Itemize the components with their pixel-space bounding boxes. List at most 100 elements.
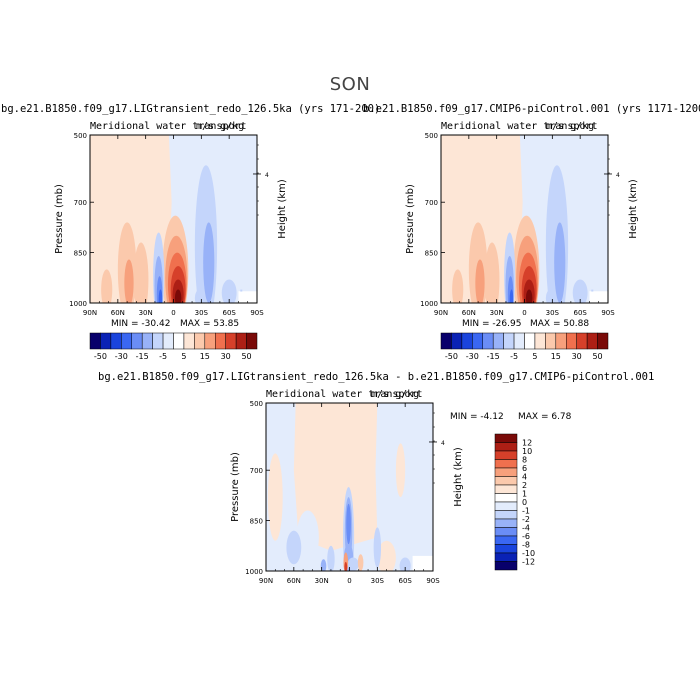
- panel-2-colorbar: -50 -30 -15 -5 5 15 30 50: [440, 332, 609, 361]
- panel-2-units: m/s g/kg: [546, 121, 595, 132]
- colorbar-swatch: [503, 332, 515, 350]
- right-axis-label: Height (km): [277, 179, 288, 239]
- y-tick-label: 700: [425, 199, 438, 207]
- panel-1-var-title: Meridional water transport: [90, 121, 247, 132]
- colorbar-swatch: [555, 332, 567, 350]
- colorbar-label: -50: [94, 352, 107, 361]
- colorbar-swatch: [566, 332, 577, 350]
- colorbar-swatch: [461, 332, 473, 350]
- y-axis-label: Pressure (mb): [405, 184, 416, 254]
- colorbar-swatch: [162, 332, 174, 350]
- x-tick-label: 30N: [139, 309, 153, 317]
- x-tick-label: 90N: [259, 577, 273, 585]
- y-tick-label: 700: [74, 199, 87, 207]
- y-axis-label: Pressure (mb): [230, 452, 241, 522]
- y-tick-label: 500: [425, 132, 438, 140]
- y-tick-label: 500: [74, 132, 87, 140]
- colorbar-label: -4: [522, 524, 530, 533]
- colorbar-swatch: [246, 332, 258, 350]
- colorbar-label: 50: [592, 352, 602, 361]
- colorbar-label: -12: [522, 558, 535, 567]
- x-tick-label: 60N: [287, 577, 301, 585]
- colorbar-label: 5: [532, 352, 537, 361]
- panel-3-max: MAX = 6.78: [518, 412, 572, 422]
- colorbar-swatch: [494, 544, 518, 554]
- colorbar-label: 1: [522, 490, 527, 499]
- x-tick-label: 0: [347, 577, 351, 585]
- x-tick-label: 30N: [315, 577, 329, 585]
- colorbar-swatch: [576, 332, 588, 350]
- panel-3-field: [266, 403, 433, 571]
- panel-2-max: MAX = 50.88: [530, 319, 590, 329]
- panel-1-min: MIN = -30.42: [111, 319, 171, 329]
- colorbar-label: -8: [522, 541, 530, 550]
- colorbar-label: 2: [522, 481, 527, 490]
- colorbar-swatch: [152, 332, 164, 350]
- panel-3-units: m/s g/kg: [371, 389, 420, 400]
- x-tick-label: 60N: [111, 309, 125, 317]
- panel-1-units: m/s g/kg: [196, 121, 245, 132]
- colorbar-swatch: [215, 332, 226, 350]
- panel-1-max: MAX = 53.85: [180, 319, 240, 329]
- x-tick-label: 90S: [250, 309, 264, 317]
- colorbar-label: 10: [522, 447, 532, 456]
- colorbar-swatch: [451, 332, 463, 350]
- colorbar-swatch: [100, 332, 112, 350]
- colorbar-swatch: [121, 332, 132, 350]
- panel-1-colorbar: -50 -30 -15 -5 5 15 30 50: [89, 332, 258, 361]
- colorbar-swatch: [89, 332, 101, 350]
- colorbar-label: -50: [445, 352, 458, 361]
- colorbar-swatch: [494, 493, 518, 503]
- colorbar-swatch: [482, 332, 494, 350]
- colorbar-label: 15: [200, 352, 210, 361]
- colorbar-swatch: [597, 332, 609, 350]
- colorbar-label: -1: [522, 507, 530, 516]
- colorbar-swatch: [492, 332, 504, 350]
- y-tick-label: 1000: [420, 300, 438, 308]
- panel-3-run-title: bg.e21.B1850.f09_g17.LIGtransient_redo_1…: [98, 371, 655, 383]
- colorbar-label: 8: [522, 456, 527, 465]
- colorbar-swatch: [545, 332, 557, 350]
- colorbar-swatch: [472, 332, 483, 350]
- colorbar-swatch: [494, 484, 518, 494]
- panel-2-var-title: Meridional water transport: [441, 121, 598, 132]
- colorbar-label: -5: [159, 352, 167, 361]
- colorbar-swatch: [494, 450, 518, 460]
- colorbar-swatch: [494, 561, 518, 571]
- x-tick-label: 60S: [398, 577, 412, 585]
- colorbar-label: -15: [487, 352, 500, 361]
- y-tick-label: 850: [74, 250, 87, 258]
- panel-2-axes: 90N 60N 30N 0 30S 60S 90S 500 700 850 1000 4 Pressur…: [405, 132, 639, 317]
- x-tick-label: 60N: [462, 309, 476, 317]
- colorbar-swatch: [494, 433, 518, 443]
- colorbar-label: -6: [522, 532, 530, 541]
- colorbar-label: -30: [115, 352, 128, 361]
- panel-1-axes: 90N 60N 30N 0 30S 60S 90S 500 700 850 1000 4 Pressur…: [54, 132, 288, 317]
- y-tick-label: 850: [425, 250, 438, 258]
- colorbar-label: 30: [221, 352, 231, 361]
- colorbar-swatch: [586, 332, 598, 350]
- right-axis-label: Height (km): [453, 447, 464, 507]
- x-tick-label: 90S: [426, 577, 440, 585]
- season-title: SON: [329, 74, 371, 95]
- x-tick-label: 0: [522, 309, 526, 317]
- panel-3-min: MIN = -4.12: [450, 412, 504, 422]
- panel-1-field: [90, 135, 257, 303]
- colorbar-swatch: [494, 467, 518, 477]
- colorbar-label: -15: [136, 352, 149, 361]
- colorbar-label: 12: [522, 439, 532, 448]
- colorbar-swatch: [494, 501, 518, 511]
- panel-3-var-title: Meridional water transport: [266, 389, 423, 400]
- colorbar-swatch: [110, 332, 122, 350]
- colorbar-label: 5: [181, 352, 186, 361]
- colorbar-swatch: [494, 459, 518, 469]
- right-axis-label: Height (km): [628, 179, 639, 239]
- colorbar-swatch: [235, 332, 247, 350]
- y-tick-label: 500: [250, 400, 263, 408]
- y-tick-label: 1000: [69, 300, 87, 308]
- colorbar-label: -5: [510, 352, 518, 361]
- colorbar-label: -10: [522, 549, 535, 558]
